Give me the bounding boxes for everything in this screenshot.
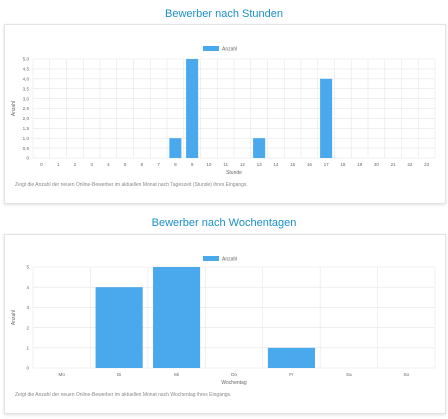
x-tick-label: So	[403, 372, 409, 377]
bar-Di	[95, 287, 143, 368]
x-tick-label: 10	[206, 162, 212, 167]
y-tick-label: 5,0	[23, 57, 30, 62]
x-tick-label: Mo	[59, 372, 66, 377]
y-axis-title: Anzahl	[11, 310, 17, 325]
legend-label: Anzahl	[222, 257, 237, 263]
x-tick-label: 16	[307, 162, 313, 167]
x-tick-label: Sa	[346, 372, 352, 377]
x-tick-label: Mi	[174, 372, 179, 377]
bar-9	[186, 59, 199, 158]
bar-8	[169, 138, 182, 158]
y-tick-label: 5	[26, 265, 29, 270]
bar-Mi	[153, 267, 201, 368]
y-tick-label: 4,5	[23, 67, 30, 72]
x-tick-label: 21	[391, 162, 397, 167]
y-tick-label: 1,5	[23, 126, 30, 131]
x-tick-label: 13	[257, 162, 263, 167]
x-tick-label: 0	[40, 162, 43, 167]
x-tick-label: 22	[407, 162, 413, 167]
legend-swatch	[203, 46, 219, 51]
x-tick-label: 18	[340, 162, 346, 167]
weekdays-section-title: Bewerber nach Wochentagen	[151, 217, 297, 229]
y-tick-label: 3	[26, 305, 29, 310]
x-tick-label: 3	[90, 162, 93, 167]
x-tick-label: 23	[424, 162, 430, 167]
x-tick-label: 19	[357, 162, 363, 167]
x-tick-label: 14	[273, 162, 279, 167]
y-tick-label: 1	[26, 346, 29, 351]
x-tick-label: Do	[231, 372, 237, 377]
legend-label: Anzahl	[222, 47, 237, 53]
hours-section-title: Bewerber nach Stunden	[164, 8, 284, 20]
weekdays-bar-chart: Anzahl 0 1 2 3 4 5 Mo Di Mi Do Fr Sa So Wochentag Anzah…	[11, 256, 436, 386]
y-tick-label: 2,0	[23, 116, 30, 121]
bar-Fr	[267, 347, 315, 368]
y-tick-label: 0	[26, 156, 29, 161]
y-tick-label: 4	[26, 285, 29, 290]
y-tick-label: 2,5	[23, 106, 30, 111]
x-tick-label: 9	[191, 162, 194, 167]
y-tick-label: 1,0	[23, 136, 30, 141]
y-axis-title: Anzahl	[11, 101, 17, 116]
x-tick-label: 2	[74, 162, 77, 167]
x-tick-label: Fr	[289, 372, 294, 377]
x-tick-label: 7	[157, 162, 160, 167]
x-tick-label: 6	[141, 162, 144, 167]
weekdays-chart-note: Zeigt die Anzahl der neuen Online-Bewerb…	[15, 392, 232, 398]
x-axis-title: Stunde	[226, 170, 242, 176]
y-tick-label: 0	[26, 366, 29, 371]
x-tick-label: Di	[117, 372, 121, 377]
hours-chart-note: Zeigt die Anzahl der neuen Online-Bewerb…	[15, 182, 248, 188]
legend-swatch	[203, 256, 219, 261]
weekdays-chart-card: Anzahl 0 1 2 3 4 5 Mo Di Mi Do Fr Sa So Wochentag Anzah…	[4, 234, 446, 414]
x-tick-label: 11	[223, 162, 228, 167]
x-tick-label: 8	[174, 162, 177, 167]
x-axis-title: Wochentag	[221, 380, 246, 386]
y-tick-label: 2	[26, 325, 29, 330]
x-tick-label: 20	[374, 162, 380, 167]
y-tick-label: 0,5	[23, 146, 30, 151]
x-tick-label: 17	[324, 162, 330, 167]
y-tick-label: 3,5	[23, 86, 30, 91]
x-tick-label: 15	[290, 162, 296, 167]
x-tick-label: 12	[240, 162, 246, 167]
y-tick-label: 4,0	[23, 77, 30, 82]
x-tick-label: 4	[107, 162, 110, 167]
x-tick-label: 5	[124, 162, 127, 167]
x-tick-label: 1	[57, 162, 60, 167]
bar-17	[320, 78, 333, 158]
y-tick-label: 3,0	[23, 96, 30, 101]
bar-13	[253, 138, 266, 158]
hours-chart-card: Anzahl 0 0,5 1,0 1,5 2,0 2,5 3,0 3,5 4,0 4,5 5,0 0 1 2…	[4, 24, 446, 204]
